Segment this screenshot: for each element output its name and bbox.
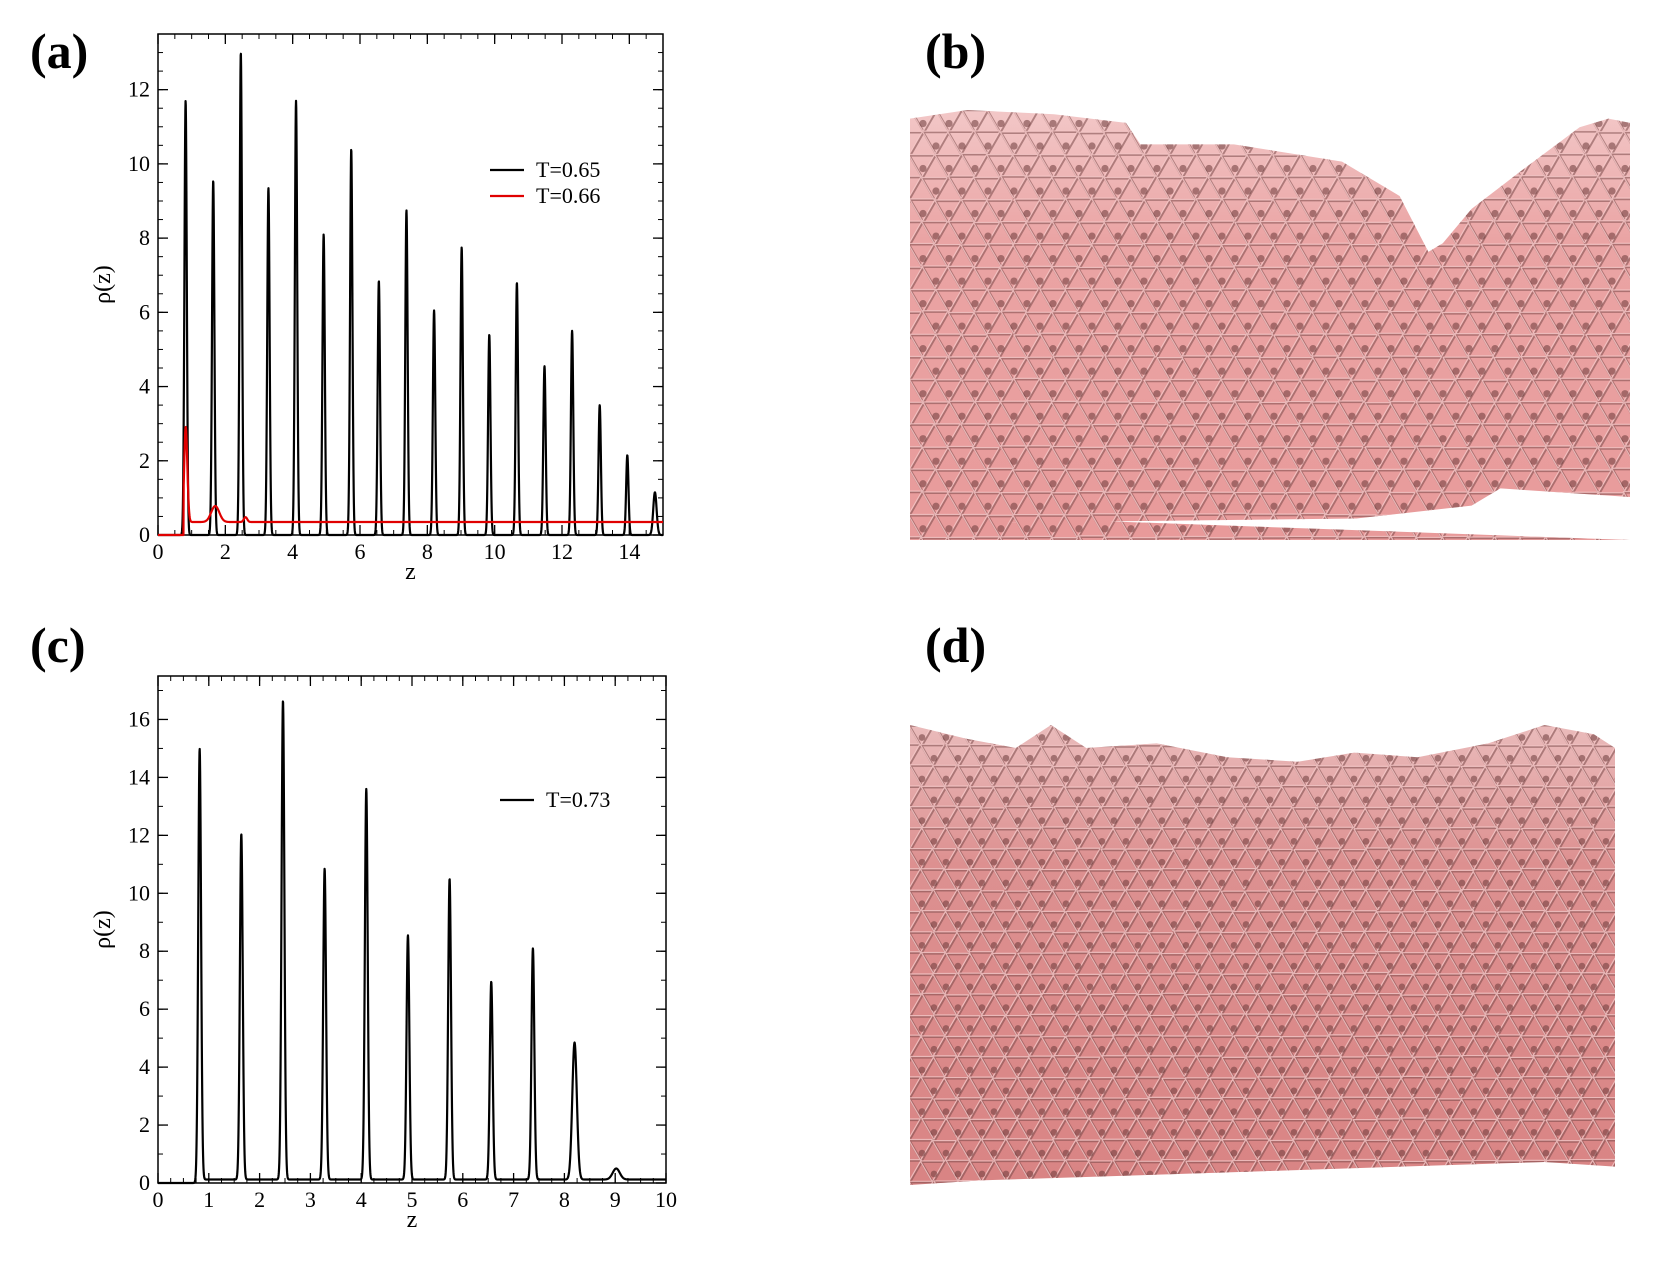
panel-label-a: (a) [30, 23, 89, 79]
legend-entry: T=0.66 [536, 183, 600, 208]
y-tick-label: 4 [139, 374, 150, 399]
chart-a-group: 0 2 4 6 8 10 12 14 0 2 4 6 8 10 12 z ρ(z) T=0.65T=0.66 [90, 33, 664, 585]
lattice-body [910, 725, 1615, 1185]
x-tick-label: 8 [422, 539, 433, 564]
plot-frame [157, 33, 664, 536]
y-tick-label: 12 [128, 77, 150, 102]
x-tick-label: 10 [484, 539, 506, 564]
x-axis-title: z [405, 559, 416, 585]
y-tick-label: 6 [139, 299, 150, 324]
x-tick-label: 0 [153, 539, 164, 564]
panel-label-c: (c) [30, 617, 86, 673]
panel-label-b: (b) [925, 23, 987, 79]
series-line-a-0 [157, 52, 664, 537]
molecular-render-b [910, 110, 1630, 540]
series-line-a-1 [157, 425, 664, 537]
x-tick-label: 4 [287, 539, 298, 564]
y-tick-label: 10 [128, 151, 150, 176]
panel-label-d: (d) [925, 617, 987, 673]
y-axis-title: ρ(z) [90, 265, 116, 304]
y-tick-label: 0 [139, 522, 150, 547]
x-tick-label: 6 [355, 539, 366, 564]
lattice-body [910, 110, 1630, 540]
y-tick-label: 8 [139, 225, 150, 250]
y-tick-label: 2 [139, 448, 150, 473]
molecular-render-d [910, 725, 1615, 1185]
legend-entry: T=0.65 [536, 157, 600, 182]
x-tick-label: 2 [220, 539, 231, 564]
x-tick-label: 14 [618, 539, 640, 564]
x-tick-label: 12 [551, 539, 573, 564]
